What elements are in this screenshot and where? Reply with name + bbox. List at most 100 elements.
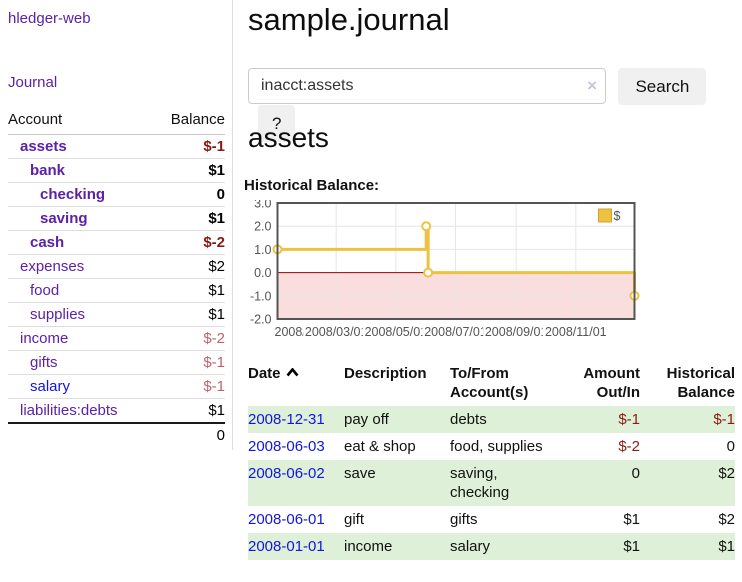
transaction-balance: $-1 <box>713 411 735 428</box>
transaction-description: save <box>344 465 376 482</box>
transaction-description: pay off <box>344 411 389 428</box>
account-row: cash $-2 <box>8 230 225 255</box>
transaction-accounts: gifts <box>450 511 478 528</box>
account-link-supplies[interactable]: supplies <box>30 306 86 323</box>
account-row: salary $-1 <box>8 374 225 399</box>
historical-balance-chart: $3.02.01.00.0-1.0-2.02008/01/012008/03/0… <box>244 197 644 342</box>
account-link-expenses[interactable]: expenses <box>20 258 85 275</box>
transaction-date-link[interactable]: 2008-06-03 <box>248 438 325 455</box>
account-balance: $-1 <box>153 374 225 399</box>
account-link-income[interactable]: income <box>20 330 69 347</box>
transaction-row: 2008-06-02 save saving, checking 0 $2 <box>248 460 735 506</box>
transaction-row: 2008-06-01 gift gifts $1 $2 <box>248 506 735 533</box>
transaction-date-link[interactable]: 2008-01-01 <box>248 538 325 555</box>
account-balance: $-1 <box>153 350 225 375</box>
transaction-amount: $1 <box>623 511 640 528</box>
register-table: Date Description To/From Account(s) Amou… <box>248 360 735 560</box>
account-balance: $1 <box>153 302 225 327</box>
accounts-total-row: 0 <box>8 422 225 447</box>
account-link-assets[interactable]: assets <box>20 138 67 155</box>
account-balance: $1 <box>153 398 225 424</box>
account-link-liabilities-debts[interactable]: liabilities:debts <box>20 402 118 419</box>
svg-text:2.0: 2.0 <box>254 220 271 234</box>
app-brand-link[interactable]: hledger-web <box>8 10 91 27</box>
transaction-description: income <box>344 538 393 555</box>
transaction-balance: $1 <box>718 538 735 555</box>
svg-text:2008/09/01: 2008/09/01 <box>485 325 548 339</box>
transaction-accounts: food, supplies <box>450 438 543 455</box>
balance-column-header: Balance <box>153 107 225 135</box>
svg-text:2008/11/01: 2008/11/01 <box>545 325 607 339</box>
register-header-row: Date Description To/From Account(s) Amou… <box>248 360 735 406</box>
amount-column-header: Amount Out/In <box>583 365 640 401</box>
account-link-checking[interactable]: checking <box>40 186 106 203</box>
sort-ascending-icon <box>286 367 299 377</box>
transaction-balance: 0 <box>726 438 735 455</box>
transaction-date-link[interactable]: 2008-06-01 <box>248 511 325 528</box>
account-balance: $1 <box>153 158 225 183</box>
transaction-amount: $-1 <box>618 411 640 428</box>
svg-text:-2.0: -2.0 <box>250 313 272 327</box>
accounts-total-value: 0 <box>153 422 225 447</box>
transaction-accounts: salary <box>450 538 491 555</box>
transaction-date-link[interactable]: 2008-06-02 <box>248 465 325 482</box>
svg-text:0.0: 0.0 <box>254 266 271 280</box>
account-balance: $2 <box>153 254 225 279</box>
account-balance: $-2 <box>153 326 225 351</box>
search-button[interactable]: Search <box>618 68 707 105</box>
account-link-food[interactable]: food <box>30 282 60 299</box>
transaction-row: 2008-01-01 income salary $1 $1 <box>248 533 735 560</box>
sidebar-item-journal[interactable]: Journal <box>8 74 58 91</box>
svg-text:2008/05/01: 2008/05/01 <box>365 325 428 339</box>
transaction-amount: $1 <box>623 538 640 555</box>
account-row: income $-2 <box>8 326 225 351</box>
account-link-salary[interactable]: salary <box>30 378 71 395</box>
transaction-amount: 0 <box>631 465 640 482</box>
search-input[interactable] <box>248 68 606 104</box>
account-row: expenses $2 <box>8 254 225 279</box>
transaction-balance: $2 <box>718 511 735 528</box>
account-row: food $1 <box>8 278 225 303</box>
page-title: sample.journal <box>248 2 450 37</box>
accounts-table: Account Balance assets $-1 bank $1 check… <box>8 107 225 447</box>
account-balance: $-2 <box>153 230 225 255</box>
account-row: gifts $-1 <box>8 350 225 375</box>
transaction-description: eat & shop <box>344 438 416 455</box>
sidebar: hledger-web Journal Account Balance asse… <box>0 0 233 450</box>
transaction-date-link[interactable]: 2008-12-31 <box>248 411 325 428</box>
transaction-accounts: saving, checking <box>450 465 510 501</box>
svg-text:1.0: 1.0 <box>254 243 271 257</box>
clear-search-icon[interactable]: × <box>587 76 597 95</box>
svg-text:$: $ <box>614 209 621 223</box>
svg-text:2008/03/01: 2008/03/01 <box>305 325 368 339</box>
date-column-header[interactable]: Date <box>248 360 344 406</box>
account-row: assets $-1 <box>8 134 225 159</box>
accounts-header-row: Account Balance <box>8 107 225 135</box>
account-row: supplies $1 <box>8 302 225 327</box>
svg-text:3.0: 3.0 <box>254 200 271 211</box>
account-row: liabilities:debts $1 <box>8 398 225 424</box>
help-button[interactable]: ? <box>258 105 296 142</box>
description-column-header: Description <box>344 365 427 382</box>
account-balance: 0 <box>153 182 225 207</box>
account-balance: $-1 <box>153 134 225 159</box>
account-row: bank $1 <box>8 158 225 183</box>
balance-column-header: Historical Balance <box>666 365 735 401</box>
transaction-amount: $-2 <box>618 438 640 455</box>
account-link-saving[interactable]: saving <box>40 210 88 227</box>
search-form: × Search ? <box>248 68 742 142</box>
account-link-cash[interactable]: cash <box>30 234 65 251</box>
accounts-column-header: To/From Account(s) <box>450 365 529 401</box>
transaction-row: 2008-06-03 eat & shop food, supplies $-2… <box>248 433 735 460</box>
account-link-gifts[interactable]: gifts <box>30 354 58 371</box>
svg-text:-1.0: -1.0 <box>250 289 272 303</box>
transaction-row: 2008-12-31 pay off debts $-1 $-1 <box>248 406 735 433</box>
chart-title: Historical Balance: <box>244 177 380 194</box>
transaction-accounts: debts <box>450 411 487 428</box>
account-balance: $1 <box>153 278 225 303</box>
main-content: sample.journal × Search ? assets Histori… <box>240 0 742 582</box>
svg-text:2008/07/01: 2008/07/01 <box>424 325 487 339</box>
account-link-bank[interactable]: bank <box>30 162 66 179</box>
balance-chart-canvas: $3.02.01.00.0-1.0-2.02008/01/012008/03/0… <box>250 197 640 339</box>
account-column-header: Account <box>8 107 154 135</box>
